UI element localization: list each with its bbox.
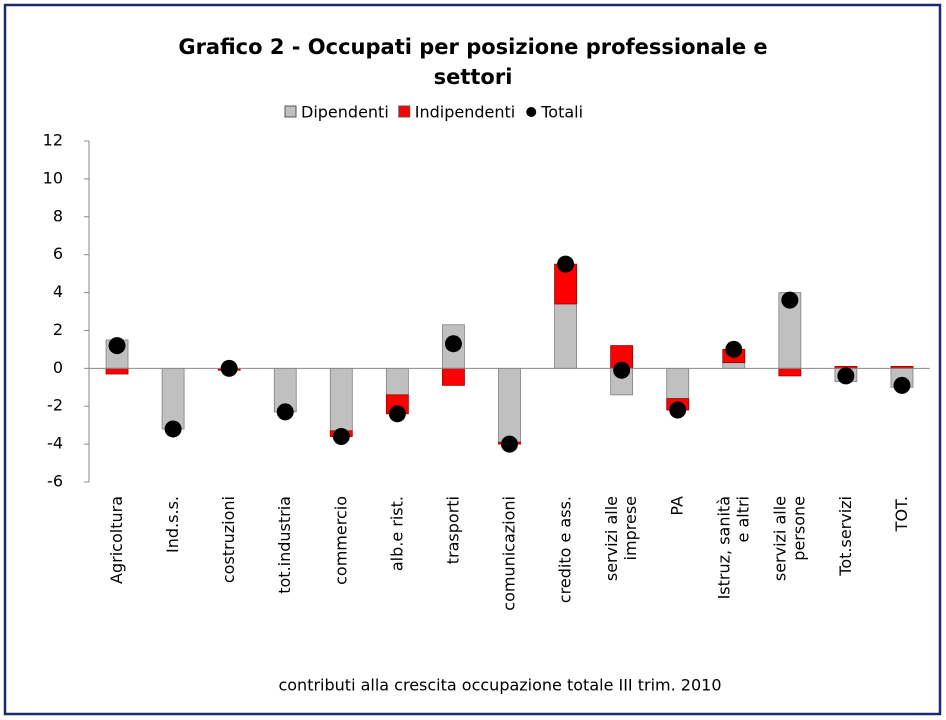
total-dot xyxy=(837,367,855,385)
y-tick-label: -2 xyxy=(47,396,63,415)
x-tick-label: credito e ass. xyxy=(555,496,574,603)
total-dot xyxy=(276,403,294,421)
x-tick-label: Agricoltura xyxy=(107,496,126,584)
total-dot xyxy=(669,401,687,419)
total-dot xyxy=(444,335,462,353)
chart-title: Grafico 2 - Occupati per posizione profe… xyxy=(178,35,767,89)
bar xyxy=(722,362,746,369)
legend-label: Dipendenti xyxy=(301,103,389,122)
total-dot xyxy=(725,340,743,358)
total-dot xyxy=(501,435,518,453)
y-tick-label: -6 xyxy=(47,472,63,491)
y-tick-label: 10 xyxy=(43,168,63,187)
total-dot xyxy=(388,405,406,423)
bar xyxy=(554,303,577,369)
total-dot xyxy=(164,420,182,438)
x-tick-label: servizi alleimprese xyxy=(602,496,640,581)
x-tick-label: alb.e rist. xyxy=(387,496,406,571)
y-tick-label: 2 xyxy=(53,320,63,339)
x-tick-label: Tot.servizi xyxy=(835,496,854,577)
bar xyxy=(161,367,185,430)
bar xyxy=(105,367,129,375)
legend-label: Indipendenti xyxy=(415,103,515,122)
bar xyxy=(778,367,802,377)
total-dot xyxy=(613,361,631,379)
x-tick-label: PA xyxy=(667,496,686,516)
x-tick-label: tot.industria xyxy=(275,496,294,594)
x-tick-label: trasporti xyxy=(443,496,462,564)
total-dot xyxy=(781,291,799,309)
y-tick-label: 12 xyxy=(43,131,63,150)
y-tick-label: -4 xyxy=(47,434,63,453)
x-tick-label: servizi allepersone xyxy=(770,496,808,581)
legend-swatch xyxy=(526,107,537,117)
total-dot xyxy=(893,376,911,394)
x-tick-label: commercio xyxy=(331,496,350,585)
y-tick-label: 8 xyxy=(53,206,63,225)
bar xyxy=(385,367,409,396)
y-tick-label: 0 xyxy=(53,358,63,377)
total-dot xyxy=(220,359,238,377)
total-dot xyxy=(557,255,575,273)
x-axis-title: contributi alla crescita occupazione tot… xyxy=(278,676,721,695)
bar xyxy=(498,367,521,443)
bar xyxy=(329,367,353,432)
x-tick-label: comunicazioni xyxy=(499,496,518,611)
y-tick-label: 6 xyxy=(53,244,63,263)
x-tick-label: costruzioni xyxy=(219,496,238,583)
bar xyxy=(442,367,465,386)
total-dot xyxy=(108,337,126,355)
x-tick-label: TOT. xyxy=(891,496,910,532)
bar xyxy=(666,367,690,400)
x-tick-label: Ind.s.s. xyxy=(163,496,182,553)
y-tick-label: 4 xyxy=(53,282,63,301)
legend-swatch xyxy=(284,105,297,118)
x-tick-label: Istruz, sanitàe altri xyxy=(714,496,752,599)
legend-swatch xyxy=(398,105,411,118)
total-dot xyxy=(332,428,350,446)
legend-label: Totali xyxy=(540,103,583,122)
